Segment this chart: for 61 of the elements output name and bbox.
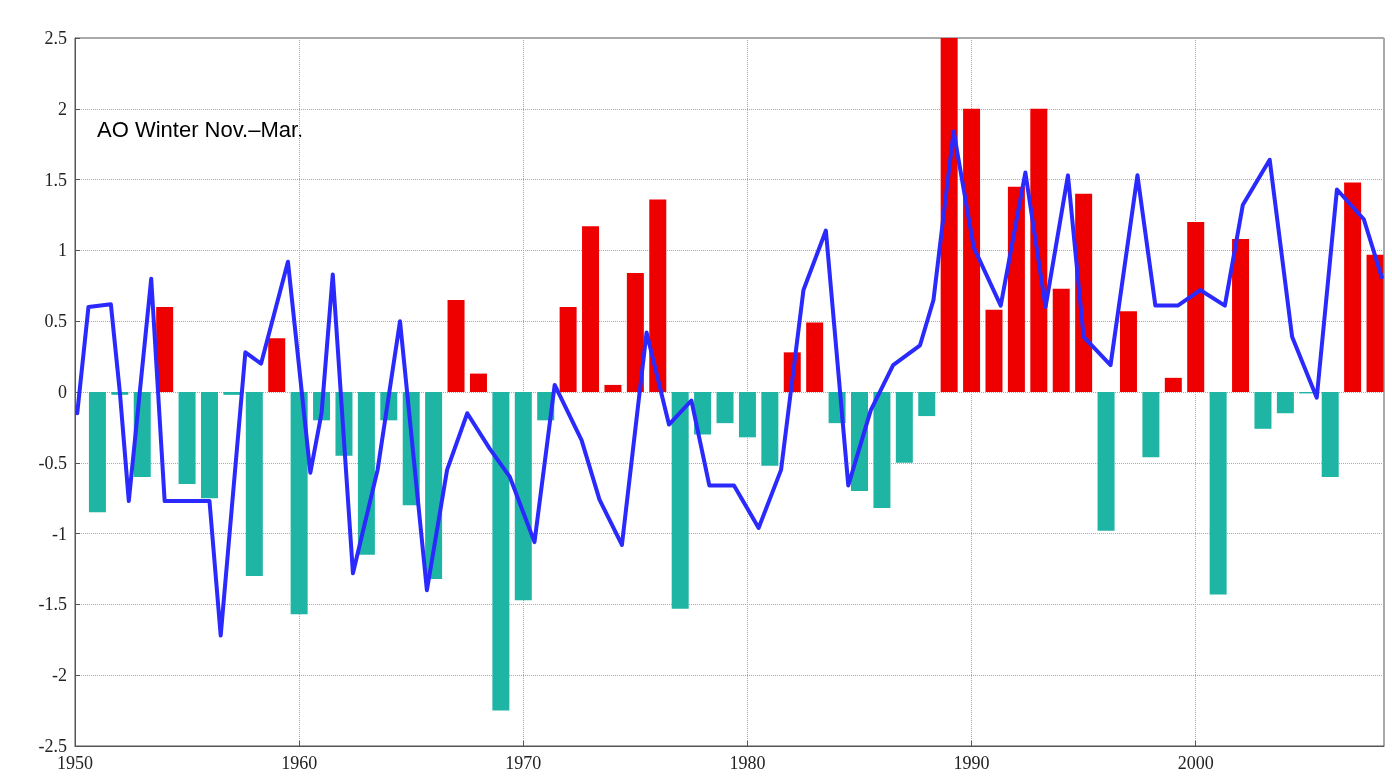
y-tick-label: 0.5 [44, 311, 67, 332]
bar [1187, 222, 1205, 392]
y-tick-label: -1 [52, 523, 67, 544]
bar [1119, 311, 1137, 392]
bar [1232, 239, 1250, 392]
annotation: AO Winter Nov.–Mar. [97, 116, 304, 142]
bar [716, 392, 734, 424]
bar [873, 392, 891, 509]
bar [245, 392, 263, 577]
y-tick-label: -1.5 [38, 594, 67, 615]
bar [156, 307, 174, 392]
bar [200, 392, 218, 499]
bar [626, 273, 644, 392]
bar [738, 392, 756, 438]
bar [1276, 392, 1294, 414]
x-tick-label: 1960 [281, 753, 318, 773]
bar [223, 392, 241, 395]
bar [963, 108, 981, 392]
y-tick-label: 1.5 [44, 169, 67, 190]
y-tick-label: 2 [58, 98, 67, 119]
bar [1254, 392, 1272, 429]
bar [1030, 108, 1048, 392]
y-tick-label: 0 [58, 382, 67, 402]
y-tick-label: 2.5 [44, 28, 67, 48]
x-tick-label: 1950 [57, 753, 93, 773]
y-tick-label: -2.5 [38, 736, 67, 756]
bar [178, 392, 196, 485]
y-tick-label: -0.5 [38, 452, 67, 473]
bar [1052, 288, 1070, 392]
bar [1097, 392, 1115, 531]
bar [604, 384, 622, 392]
y-tick-label: 1 [58, 240, 67, 261]
bar [1142, 392, 1160, 458]
bar [806, 322, 824, 392]
x-tick-label: 1990 [953, 753, 990, 773]
bar [1321, 392, 1339, 477]
bar [671, 392, 689, 609]
bar [1366, 254, 1384, 392]
y-tick-label: -2 [52, 665, 67, 686]
bar [492, 392, 510, 711]
bar [918, 392, 936, 417]
bar [1164, 377, 1182, 392]
bar [582, 226, 600, 392]
bar [469, 373, 487, 392]
bar [88, 392, 106, 513]
bar [290, 392, 308, 615]
x-tick-label: 1980 [729, 753, 766, 773]
bar [514, 392, 532, 601]
bar [268, 338, 286, 392]
bar [649, 199, 667, 392]
x-tick-label: 2000 [1177, 753, 1214, 773]
x-tick-label: 1970 [505, 753, 542, 773]
bar [895, 392, 913, 463]
bar [761, 392, 779, 466]
bar [559, 307, 577, 392]
bar [1209, 392, 1227, 595]
bar [985, 309, 1003, 392]
bar [1344, 182, 1362, 392]
bar [1007, 186, 1025, 392]
bar [447, 299, 465, 392]
bar [940, 38, 958, 392]
